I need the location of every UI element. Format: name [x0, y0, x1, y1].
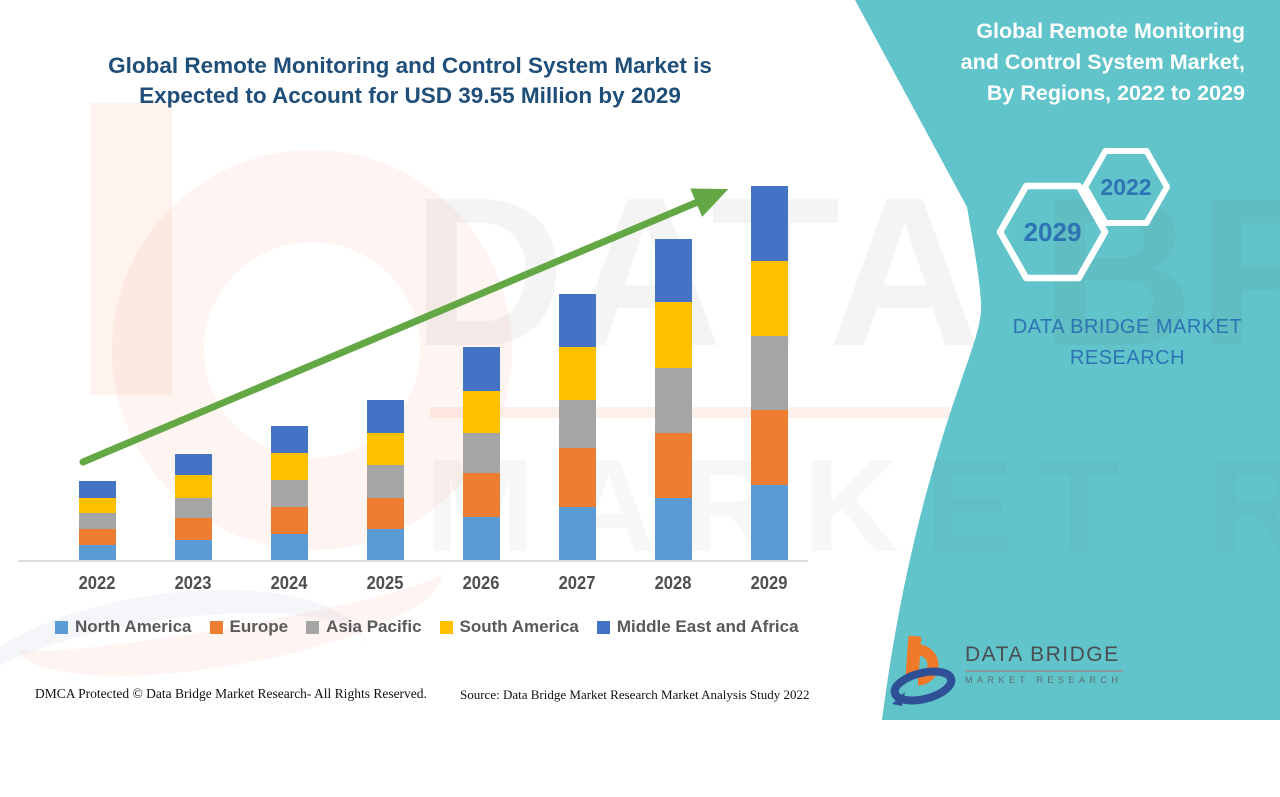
bar-segment-south-america: [174, 474, 212, 499]
bar-2029: [750, 185, 788, 561]
legend-item-middle-east-and-africa: Middle East and Africa: [596, 617, 799, 637]
legend-label: Europe: [229, 617, 289, 636]
x-axis-label-2025: 2025: [366, 573, 404, 593]
chart-title: Global Remote Monitoring and Control Sys…: [70, 51, 750, 111]
legend-label: Asia Pacific: [326, 617, 422, 636]
bar-segment-europe: [174, 518, 212, 541]
chart-legend: North America Europe Asia Pacific South Ame…: [55, 617, 799, 637]
bar-segment-north-america: [462, 517, 500, 561]
bar-segment-asia-pacific: [174, 498, 212, 519]
bar-segment-asia-pacific: [462, 433, 500, 473]
bar-segment-middle-east-and-africa: [558, 293, 596, 347]
bar-segment-europe: [462, 472, 500, 518]
bar-segment-asia-pacific: [654, 367, 692, 434]
bar-segment-north-america: [174, 540, 212, 561]
bar-segment-north-america: [654, 498, 692, 561]
bar-segment-middle-east-and-africa: [270, 426, 308, 453]
bar-segment-europe: [750, 410, 788, 486]
x-axis-label-2022: 2022: [78, 573, 116, 593]
side-heading-line1: Global Remote Monitoring: [976, 19, 1245, 43]
bar-2022: [78, 481, 116, 561]
bar-segment-middle-east-and-africa: [174, 453, 212, 475]
bar-2027: [558, 293, 596, 561]
legend-swatch: [306, 620, 320, 634]
x-axis-label-2023: 2023: [174, 573, 212, 593]
legend-item-north-america: North America: [55, 617, 192, 637]
legend-swatch: [439, 620, 453, 634]
side-panel-heading: Global Remote Monitoring and Control Sys…: [925, 16, 1245, 109]
side-brand-text: DATA BRIDGE MARKET RESEARCH: [1000, 312, 1255, 374]
logo-text-column: DATA BRIDGE MARKET RESEARCH: [965, 634, 1123, 685]
bar-segment-south-america: [78, 497, 116, 513]
bar-segment-asia-pacific: [78, 512, 116, 529]
bar-segment-europe: [270, 506, 308, 534]
legend-swatch: [55, 620, 68, 634]
company-logo: DATA BRIDGE MARKET RESEARCH: [890, 634, 1123, 708]
legend-item-asia-pacific: Asia Pacific: [306, 617, 422, 637]
x-axis-label-2029: 2029: [750, 573, 788, 593]
bar-segment-middle-east-and-africa: [366, 399, 404, 434]
bar-segment-north-america: [750, 485, 788, 561]
x-axis-label-2027: 2027: [558, 573, 596, 593]
x-axis-label-2028: 2028: [654, 573, 692, 593]
bar-2028: [654, 238, 692, 561]
footer-source: Source: Data Bridge Market Research Mark…: [460, 687, 810, 702]
databridge-logo-icon: [890, 635, 956, 706]
bar-segment-middle-east-and-africa: [462, 346, 500, 392]
chart-title-line2: Expected to Account for USD 39.55 Millio…: [139, 83, 681, 108]
chart-title-line1: Global Remote Monitoring and Control Sys…: [108, 53, 712, 78]
hexagon-label-2022: 2022: [1100, 174, 1152, 200]
bar-segment-south-america: [654, 302, 692, 368]
x-axis-label-2026: 2026: [462, 573, 500, 593]
side-brand-line2: RESEARCH: [1069, 347, 1186, 369]
bar-segment-europe: [558, 448, 596, 507]
bar-segment-middle-east-and-africa: [750, 185, 788, 261]
content-layer: Global Remote Monitoring and Control Sys…: [18, 16, 1255, 708]
x-axis-line: [18, 560, 808, 562]
legend-label: North America: [75, 617, 192, 636]
logo-name: DATA BRIDGE: [965, 643, 1120, 666]
logo-divider: [965, 670, 1123, 672]
bar-segment-north-america: [558, 506, 596, 561]
bar-2024: [270, 426, 308, 561]
bar-segment-south-america: [270, 452, 308, 480]
legend-swatch: [596, 620, 610, 634]
bar-segment-europe: [654, 433, 692, 499]
side-heading-line3: By Regions, 2022 to 2029: [986, 81, 1245, 105]
x-axis-label-2024: 2024: [270, 573, 308, 593]
legend-item-south-america: South America: [439, 617, 579, 637]
side-heading-line2: and Control System Market,: [960, 50, 1245, 74]
bar-2026: [462, 346, 500, 561]
bar-segment-asia-pacific: [366, 465, 404, 498]
year-hexagons: [996, 148, 1170, 282]
bar-segment-asia-pacific: [558, 399, 596, 449]
bar-segment-europe: [366, 497, 404, 529]
bar-2023: [174, 453, 212, 561]
legend-swatch: [209, 620, 223, 634]
bar-segment-middle-east-and-africa: [654, 238, 692, 303]
bar-segment-south-america: [558, 346, 596, 400]
bar-segment-north-america: [366, 528, 404, 561]
footer-copyright: DMCA Protected © Data Bridge Market Rese…: [35, 686, 427, 701]
bar-segment-asia-pacific: [750, 336, 788, 411]
legend-label: South America: [459, 617, 579, 636]
bar-segment-north-america: [270, 533, 308, 561]
legend-item-europe: Europe: [209, 617, 289, 637]
bar-segment-south-america: [750, 260, 788, 337]
bar-segment-south-america: [462, 391, 500, 434]
legend-label: Middle East and Africa: [616, 617, 799, 636]
bar-segment-middle-east-and-africa: [78, 481, 116, 498]
logo-subtitle: MARKET RESEARCH: [965, 675, 1123, 685]
bar-segment-asia-pacific: [270, 479, 308, 507]
bar-segment-north-america: [78, 544, 116, 561]
bar-2025: [366, 399, 404, 561]
hexagon-label-2029: 2029: [1023, 217, 1082, 247]
side-brand-line1: DATA BRIDGE MARKET: [1012, 316, 1243, 338]
bar-segment-south-america: [366, 433, 404, 466]
bar-segment-europe: [78, 528, 116, 545]
